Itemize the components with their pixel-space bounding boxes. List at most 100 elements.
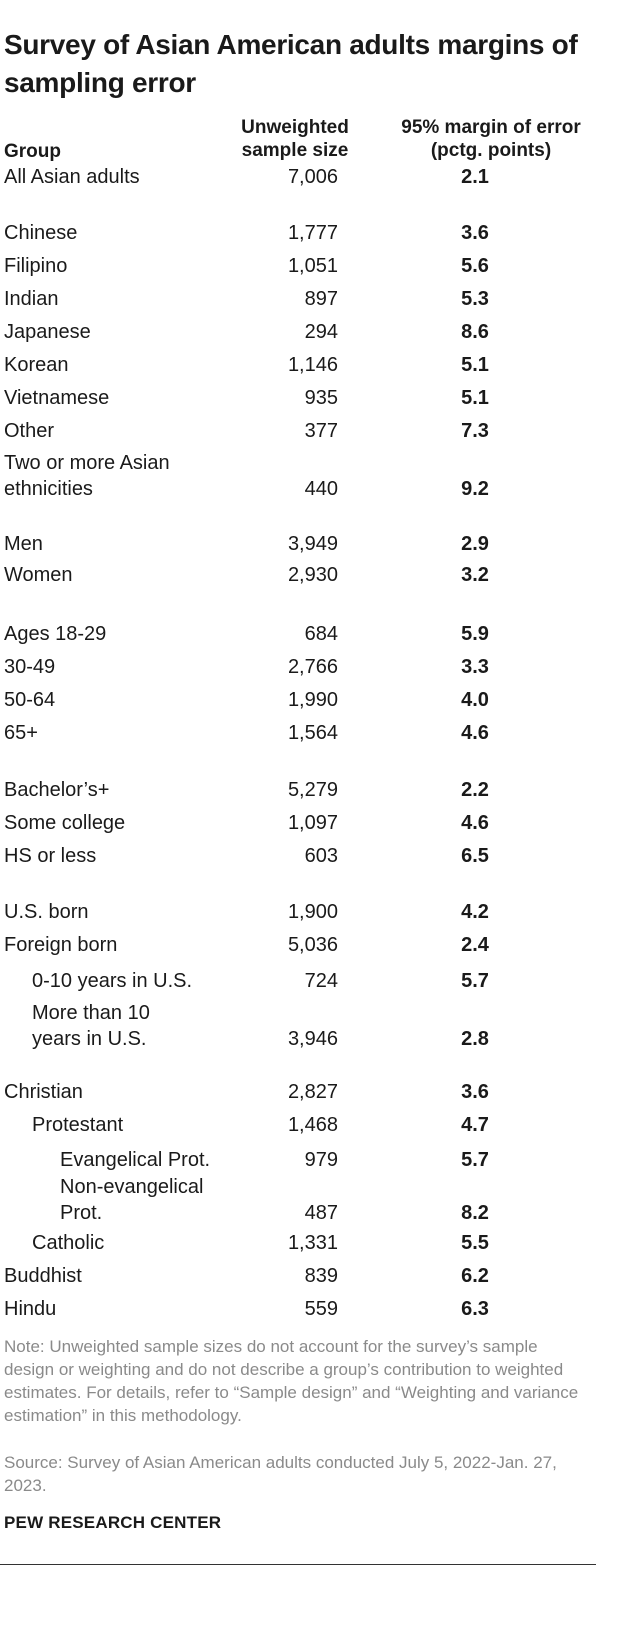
row-label: Korean — [4, 354, 69, 376]
row-sample-size: 839 — [304, 1265, 338, 1287]
table-row: More than 10 years in U.S. 3,946 2.8 — [0, 1000, 620, 1052]
row-label: Two or more Asian ethnicities — [4, 452, 170, 500]
row-sample-size: 7,006 — [287, 166, 338, 188]
table-row: Non-evangelical Prot. 487 8.2 — [0, 1174, 620, 1226]
table-row: Vietnamese 935 5.1 — [0, 385, 620, 411]
table-row: Evangelical Prot. 979 5.7 — [0, 1147, 620, 1173]
table-source: Source: Survey of Asian American adults … — [4, 1453, 557, 1495]
table-row: 30-49 2,766 3.3 — [0, 654, 620, 680]
row-sample-size: 935 — [304, 387, 338, 409]
row-sample-size: 5,279 — [287, 779, 338, 801]
row-label: Hindu — [4, 1298, 57, 1320]
row-margin-of-error: 2.9 — [461, 533, 489, 555]
row-margin-of-error: 3.6 — [461, 222, 489, 244]
row-label: Foreign born — [4, 934, 118, 956]
row-sample-size: 2,766 — [287, 656, 338, 678]
table-row: 0-10 years in U.S. 724 5.7 — [0, 968, 620, 994]
table-note: Note: Unweighted sample sizes do not acc… — [4, 1337, 579, 1425]
row-label: Chinese — [4, 222, 78, 244]
row-sample-size: 897 — [304, 288, 338, 310]
row-sample-size: 559 — [304, 1298, 338, 1320]
row-margin-of-error: 8.2 — [461, 1202, 489, 1224]
row-margin-of-error: 4.6 — [461, 812, 489, 834]
table-row: Buddhist 839 6.2 — [0, 1263, 620, 1289]
table-row: Ages 18-29 684 5.9 — [0, 621, 620, 647]
table-row: Foreign born 5,036 2.4 — [0, 932, 620, 958]
row-margin-of-error: 9.2 — [461, 478, 489, 500]
margin-of-error-column-header: 95% margin of error (pctg. points) — [401, 117, 581, 161]
row-label: 65+ — [4, 722, 38, 744]
group-column-header: Group — [4, 141, 61, 162]
table-row: U.S. born 1,900 4.2 — [0, 899, 620, 925]
row-label: Buddhist — [4, 1265, 82, 1287]
row-margin-of-error: 3.3 — [461, 656, 489, 678]
row-margin-of-error: 6.3 — [461, 1298, 489, 1320]
row-label: Other — [4, 420, 55, 442]
row-sample-size: 294 — [304, 321, 338, 343]
row-label: HS or less — [4, 845, 97, 867]
row-margin-of-error: 4.6 — [461, 722, 489, 744]
row-sample-size: 487 — [304, 1202, 338, 1224]
table-row: 50-64 1,990 4.0 — [0, 687, 620, 713]
row-margin-of-error: 4.7 — [461, 1114, 489, 1136]
row-sample-size: 1,777 — [287, 222, 338, 244]
row-label: Protestant — [32, 1114, 124, 1136]
row-margin-of-error: 2.2 — [461, 779, 489, 801]
table-row: 65+ 1,564 4.6 — [0, 720, 620, 746]
row-label: 50-64 — [4, 689, 56, 711]
row-margin-of-error: 5.5 — [461, 1232, 489, 1254]
row-margin-of-error: 3.2 — [461, 564, 489, 586]
table-row: All Asian adults 7,006 2.1 — [0, 164, 620, 190]
row-sample-size: 1,051 — [287, 255, 338, 277]
row-sample-size: 979 — [304, 1149, 338, 1171]
row-label: Women — [4, 564, 73, 586]
row-margin-of-error: 5.7 — [461, 1149, 489, 1171]
table-row: Some college 1,097 4.6 — [0, 810, 620, 836]
row-label: Evangelical Prot. — [60, 1149, 211, 1171]
row-label: U.S. born — [4, 901, 89, 923]
row-sample-size: 684 — [304, 623, 338, 645]
row-margin-of-error: 5.1 — [461, 354, 489, 376]
row-margin-of-error: 8.6 — [461, 321, 489, 343]
row-sample-size: 1,097 — [287, 812, 338, 834]
row-sample-size: 603 — [304, 845, 338, 867]
row-sample-size: 1,468 — [287, 1114, 338, 1136]
table-row: Other 377 7.3 — [0, 418, 620, 444]
row-label: Ages 18-29 — [4, 623, 107, 645]
row-margin-of-error: 2.4 — [461, 934, 489, 956]
row-sample-size: 377 — [304, 420, 338, 442]
row-label: Filipino — [4, 255, 68, 277]
bottom-divider — [0, 1564, 596, 1565]
table-row: Korean 1,146 5.1 — [0, 352, 620, 378]
row-margin-of-error: 5.1 — [461, 387, 489, 409]
row-label: Non-evangelical Prot. — [60, 1176, 204, 1224]
table-row: Catholic 1,331 5.5 — [0, 1230, 620, 1256]
row-sample-size: 5,036 — [287, 934, 338, 956]
row-sample-size: 1,146 — [287, 354, 338, 376]
table-row: HS or less 603 6.5 — [0, 843, 620, 869]
publisher-logo: PEW RESEARCH CENTER — [4, 1513, 222, 1532]
row-label: 0-10 years in U.S. — [32, 970, 193, 992]
row-label: Indian — [4, 288, 59, 310]
row-label: 30-49 — [4, 656, 56, 678]
table-row: Two or more Asian ethnicities 440 9.2 — [0, 450, 620, 502]
row-margin-of-error: 3.6 — [461, 1081, 489, 1103]
table-row: Chinese 1,777 3.6 — [0, 220, 620, 246]
row-label: Vietnamese — [4, 387, 110, 409]
row-label: All Asian adults — [4, 166, 140, 188]
row-margin-of-error: 2.1 — [461, 166, 489, 188]
row-margin-of-error: 5.6 — [461, 255, 489, 277]
row-label: Bachelor’s+ — [4, 779, 110, 801]
table-row: Christian 2,827 3.6 — [0, 1079, 620, 1105]
row-label: Men — [4, 533, 43, 555]
row-sample-size: 3,946 — [287, 1028, 338, 1050]
row-sample-size: 1,564 — [287, 722, 338, 744]
row-label: Catholic — [32, 1232, 105, 1254]
table-row: Protestant 1,468 4.7 — [0, 1112, 620, 1138]
row-margin-of-error: 5.3 — [461, 288, 489, 310]
table-title: Survey of Asian American adults margins … — [4, 29, 578, 98]
row-sample-size: 1,900 — [287, 901, 338, 923]
table-row: Japanese 294 8.6 — [0, 319, 620, 345]
row-margin-of-error: 4.0 — [461, 689, 489, 711]
row-label: More than 10 years in U.S. — [32, 1002, 150, 1050]
